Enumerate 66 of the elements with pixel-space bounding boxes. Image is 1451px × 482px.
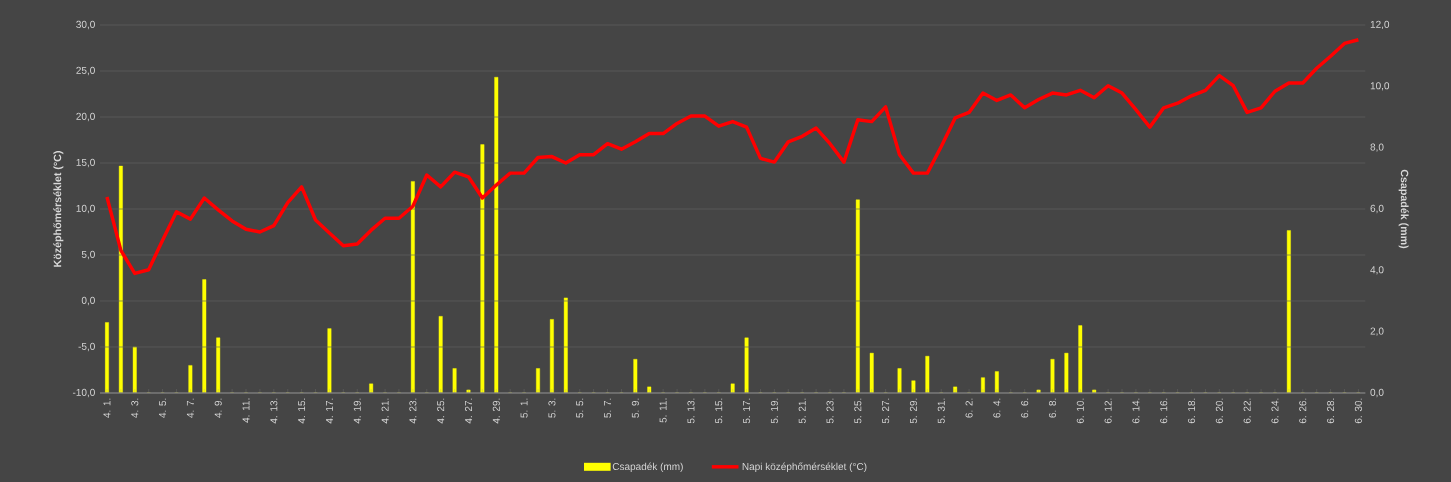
x-tick-label: 4. 11.: [242, 398, 250, 423]
x-tick-label: 5. 3.: [548, 398, 556, 418]
y-tick-label: 25,0: [76, 66, 95, 76]
x-tick-label: 6. 8.: [1048, 398, 1057, 418]
x-tick-label: 5. 7.: [604, 398, 612, 418]
y2-tick-label: 4,0: [1370, 266, 1384, 275]
x-tick-label: 6. 6.: [1021, 398, 1029, 418]
y2-tick-label: 12,0: [1370, 20, 1390, 30]
x-tick-label: 4. 3.: [131, 398, 139, 418]
x-tick-label: 4. 21.: [381, 398, 389, 424]
x-tick-label: 6. 2.: [965, 398, 973, 418]
y-tick-label: -5,0: [78, 342, 95, 352]
x-tick-label: 6. 12.: [1104, 398, 1112, 424]
x-tick-label: 5. 29.: [909, 398, 917, 424]
x-tick-label: 5. 27.: [882, 398, 890, 424]
x-tick-label: 6. 10.: [1076, 398, 1084, 424]
x-tick-label: 5. 1.: [520, 398, 528, 418]
y-tick-label: -10,0: [72, 388, 95, 398]
x-tick-label: 4. 27.: [464, 398, 472, 424]
x-tick-label: 4. 23.: [409, 398, 417, 424]
y2-axis-title: Csapadék (mm): [1398, 169, 1409, 249]
x-tick-label: 4. 9.: [214, 398, 222, 418]
x-tick-label: 5. 19.: [770, 398, 778, 424]
x-tick-label: 4. 25.: [437, 398, 445, 424]
legend-label: Csapadék (mm): [612, 462, 683, 473]
x-tick-label: 5. 25.: [854, 398, 862, 424]
y2-tick-label: 2,0: [1370, 327, 1384, 336]
y-tick-label: 5,0: [81, 250, 95, 260]
x-tick-label: 5. 15.: [715, 398, 723, 424]
x-tick-label: 5. 31.: [937, 398, 945, 424]
y2-tick-label: 10,0: [1370, 82, 1390, 91]
y-tick-label: 20,0: [76, 112, 95, 122]
x-tick-label: 5. 5.: [576, 398, 584, 418]
x-tick-label: 6. 22.: [1243, 398, 1251, 424]
x-tick-label: 4. 17.: [325, 398, 333, 424]
x-tick-label: 5. 13.: [687, 398, 695, 424]
y-axis-title: Középhőmérséklet (°C): [53, 151, 64, 267]
x-tick-label: 6. 18.: [1187, 398, 1196, 424]
y2-tick-label: 8,0: [1370, 143, 1384, 152]
x-tick-label: 6. 20.: [1215, 398, 1223, 424]
x-tick-label: 6. 14.: [1132, 398, 1140, 424]
x-tick-label: 4. 5.: [159, 398, 167, 418]
x-tick-label: 6. 26.: [1299, 398, 1307, 424]
y-tick-label: 15,0: [76, 158, 95, 168]
x-tick-label: 6. 24.: [1271, 398, 1279, 424]
x-tick-label: 5. 23.: [826, 398, 834, 424]
x-tick-label: 4. 15.: [298, 398, 306, 424]
x-tick-label: 5. 11.: [659, 398, 667, 423]
x-tick-label: 4. 19.: [353, 398, 361, 424]
legend-label: Napi középhőmérséklet (°C): [742, 462, 867, 473]
x-tick-label: 4. 7.: [186, 398, 194, 418]
x-tick-label: 5. 17.: [743, 398, 751, 424]
x-tick-label: 6. 30.: [1354, 398, 1362, 424]
x-tick-label: 4. 1.: [103, 398, 111, 418]
y2-tick-label: 6,0: [1370, 204, 1384, 214]
x-tick-label: 6. 16.: [1160, 398, 1168, 424]
x-tick-label: 6. 28.: [1327, 398, 1335, 424]
x-tick-label: 4. 29.: [492, 398, 500, 424]
y-tick-label: 0,0: [81, 296, 95, 306]
x-tick-label: 4. 13.: [270, 398, 278, 424]
x-tick-label: 5. 21.: [798, 398, 806, 424]
x-tick-label: 5. 9.: [631, 398, 639, 418]
y-tick-label: 30,0: [76, 20, 95, 30]
y2-tick-label: 0,0: [1370, 388, 1384, 398]
x-tick-label: 6. 4.: [993, 398, 1001, 418]
y-tick-label: 10,0: [76, 204, 95, 214]
